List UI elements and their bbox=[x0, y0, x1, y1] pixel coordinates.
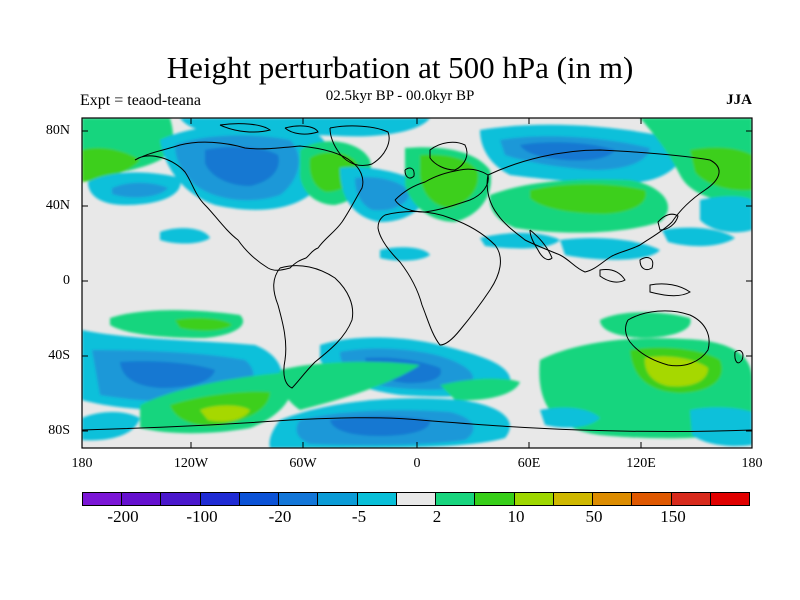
coastline-new-zealand bbox=[734, 349, 744, 364]
coastline-islands bbox=[599, 269, 626, 283]
coastline-africa bbox=[377, 211, 501, 346]
colorbar-swatch bbox=[593, 493, 633, 505]
anomaly-region bbox=[112, 182, 168, 198]
colorbar-swatch bbox=[553, 493, 594, 505]
coastlines bbox=[82, 123, 752, 432]
anomaly-region bbox=[200, 405, 250, 422]
colorbar-label: 150 bbox=[660, 507, 686, 526]
anomaly-region bbox=[530, 184, 646, 214]
lon-tick-label: 120E bbox=[626, 456, 656, 471]
time-range-label: 02.5kyr BP - 00.0kyr BP bbox=[325, 88, 475, 104]
colorbar-swatch bbox=[710, 493, 749, 505]
experiment-label: Expt = teaod-teana bbox=[80, 92, 201, 109]
lon-tick-label: 0 bbox=[413, 456, 421, 471]
lat-tick-label: 0 bbox=[63, 273, 70, 288]
anomaly-region bbox=[644, 356, 708, 387]
anomaly-region bbox=[540, 407, 600, 428]
axis-ticks bbox=[82, 118, 752, 448]
colorbar-label: -200 bbox=[107, 507, 139, 526]
colorbar-swatch bbox=[436, 493, 476, 505]
colorbar-swatch bbox=[396, 493, 437, 505]
colorbar-label: -5 bbox=[351, 507, 367, 526]
colorbar-swatch bbox=[122, 493, 162, 505]
coastline-islands bbox=[649, 283, 691, 297]
colorbar-label: -20 bbox=[268, 507, 292, 526]
anomaly-region bbox=[82, 412, 140, 441]
colorbar-swatch bbox=[475, 493, 515, 505]
lon-tick-label: 120W bbox=[173, 456, 209, 471]
coastline-arctic bbox=[284, 125, 319, 135]
coastline-islands bbox=[639, 257, 654, 271]
anomaly-region bbox=[205, 147, 279, 186]
coastline-antarctica bbox=[82, 417, 752, 432]
colorbar-swatch bbox=[279, 493, 319, 505]
anomaly-region bbox=[600, 312, 691, 338]
colorbar-swatch bbox=[357, 493, 397, 505]
coastline-japan bbox=[657, 213, 679, 231]
coastline-arctic bbox=[219, 123, 272, 133]
anomaly-region bbox=[690, 407, 752, 447]
anomaly-region bbox=[662, 227, 735, 247]
coastline-scandinavia bbox=[429, 141, 468, 171]
colorbar-swatch bbox=[83, 493, 123, 505]
anomaly-region bbox=[330, 416, 431, 436]
colorbar-swatch bbox=[632, 493, 672, 505]
coastline-india bbox=[529, 229, 553, 261]
season-label: JJA bbox=[726, 92, 752, 108]
colorbar-label: 50 bbox=[585, 507, 603, 526]
coastline-australia bbox=[625, 310, 710, 367]
lon-tick-label: 180 bbox=[71, 456, 93, 471]
colorbar-swatch bbox=[239, 493, 280, 505]
colorbar-swatch bbox=[514, 493, 554, 505]
colorbar-label: 2 bbox=[432, 507, 442, 526]
colorbar-swatch bbox=[671, 493, 711, 505]
lat-tick-label: 80S bbox=[48, 423, 70, 438]
coastline-north-america bbox=[134, 141, 364, 271]
chart-title: Height perturbation at 500 hPa (in m) bbox=[166, 50, 634, 85]
colorbar-swatch bbox=[200, 493, 240, 505]
anomaly-region bbox=[700, 196, 752, 233]
coastline-uk bbox=[404, 167, 415, 179]
lon-tick-label: 180 bbox=[741, 456, 763, 471]
lon-tick-label: 60E bbox=[517, 456, 541, 471]
anomaly-region bbox=[420, 154, 479, 208]
anomaly-region bbox=[560, 238, 660, 260]
colorbar-label: -100 bbox=[186, 507, 218, 526]
anomaly-region bbox=[82, 148, 140, 182]
coastline-asia bbox=[486, 149, 720, 273]
anomaly-region bbox=[120, 361, 215, 388]
anomaly-region bbox=[110, 310, 244, 338]
anomaly-region bbox=[175, 317, 232, 331]
anomaly-region bbox=[690, 147, 752, 191]
anomaly-region bbox=[440, 378, 520, 401]
anomaly-region bbox=[380, 247, 430, 261]
colorbar-label: 10 bbox=[507, 507, 525, 526]
lon-tick-label: 60W bbox=[289, 456, 317, 471]
colorbar-swatch bbox=[161, 493, 201, 505]
lat-tick-label: 40S bbox=[48, 348, 70, 363]
colorbar bbox=[82, 492, 750, 506]
colorbar-swatch bbox=[318, 493, 358, 505]
coastline-south-america bbox=[273, 265, 354, 389]
coastline-greenland bbox=[329, 125, 390, 167]
anomaly-region bbox=[480, 232, 560, 249]
anomaly-field bbox=[82, 118, 752, 448]
anomaly-region bbox=[279, 361, 420, 410]
lat-tick-label: 40N bbox=[45, 198, 70, 213]
anomaly-region bbox=[160, 228, 210, 244]
lat-tick-label: 80N bbox=[45, 123, 70, 138]
